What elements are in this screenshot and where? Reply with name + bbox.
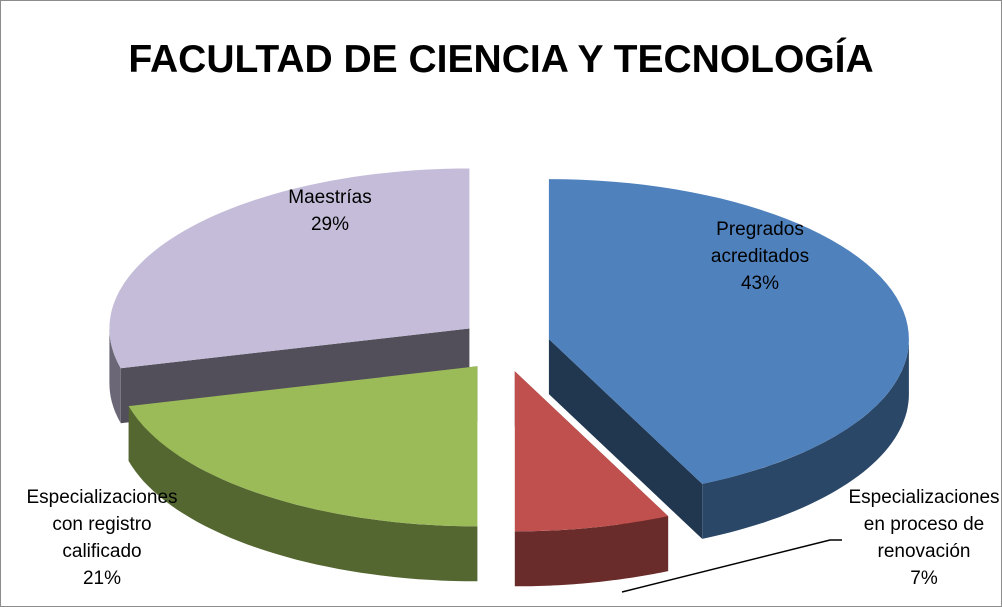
slice-wall [109,328,121,424]
slice-wall [702,339,909,539]
slice-name: Especializaciones en proceso de renovaci… [848,487,1000,562]
slice-side [548,339,703,539]
slice-name: Pregrados acreditados [710,219,810,267]
slice-name: Maestrías [288,187,372,208]
data-label: Maestrías 29% [255,184,405,238]
slice [109,168,470,369]
slice-value: 21% [82,568,122,589]
slice [128,366,478,527]
slice-name: Especializaciones con registro calificad… [26,487,178,562]
slice-value: 29% [310,214,350,235]
slice [548,179,909,484]
slice-wall [514,516,669,587]
chart-title: FACULTAD DE CIENCIA Y TECNOLOGÍA [128,38,874,81]
slice-value: 43% [740,273,780,294]
data-label: Especializaciones con registro calificad… [12,484,192,592]
slice [514,371,669,532]
data-label: Pregrados acreditados 43% [690,216,830,297]
data-label: Especializaciones en proceso de renovaci… [836,484,1002,592]
slice-value: 7% [910,568,938,589]
leader-line [621,539,842,593]
slice-wall [128,406,478,582]
